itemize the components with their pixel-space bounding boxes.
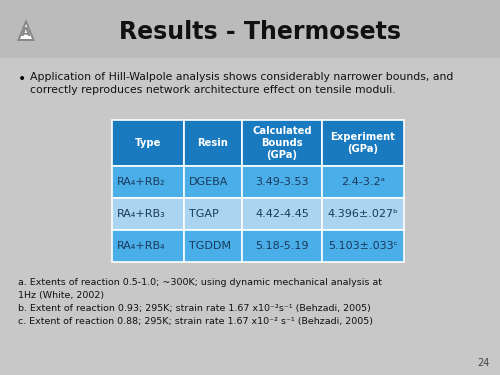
Text: RA₄+RB₄: RA₄+RB₄ <box>117 241 166 251</box>
Polygon shape <box>20 24 32 39</box>
Polygon shape <box>17 19 35 41</box>
Text: DGEBA: DGEBA <box>189 177 228 187</box>
Text: •: • <box>18 72 26 86</box>
Bar <box>0 0 500 58</box>
Text: Results - Thermosets: Results - Thermosets <box>119 20 401 44</box>
Text: TGDDM: TGDDM <box>189 241 231 251</box>
Bar <box>322 230 404 262</box>
Text: 4.396±.027ᵇ: 4.396±.027ᵇ <box>328 209 398 219</box>
Text: 4.42-4.45: 4.42-4.45 <box>255 209 309 219</box>
Text: 1Hz (White, 2002): 1Hz (White, 2002) <box>18 291 104 300</box>
Text: b. Extent of reaction 0.93; 295K; strain rate 1.67 x10⁻²s⁻¹ (Behzadi, 2005): b. Extent of reaction 0.93; 295K; strain… <box>18 304 371 313</box>
Bar <box>112 230 184 262</box>
Bar <box>112 166 184 198</box>
Bar <box>184 230 242 262</box>
Text: correctly reproduces network architecture effect on tensile moduli.: correctly reproduces network architectur… <box>30 85 396 95</box>
Bar <box>242 166 322 198</box>
Bar <box>322 166 404 198</box>
Text: a. Extents of reaction 0.5-1.0; ~300K; using dynamic mechanical analysis at: a. Extents of reaction 0.5-1.0; ~300K; u… <box>18 278 382 287</box>
Text: TGAP: TGAP <box>189 209 219 219</box>
Text: 5.103±.033ᶜ: 5.103±.033ᶜ <box>328 241 398 251</box>
Bar <box>322 120 404 166</box>
Bar <box>242 230 322 262</box>
Text: Experiment
(GPa): Experiment (GPa) <box>330 132 396 154</box>
Text: 24: 24 <box>478 358 490 368</box>
Bar <box>242 198 322 230</box>
Text: RA₄+RB₃: RA₄+RB₃ <box>117 209 166 219</box>
Bar <box>112 198 184 230</box>
Text: 5.18-5.19: 5.18-5.19 <box>256 241 309 251</box>
Bar <box>242 120 322 166</box>
Text: A: A <box>21 27 31 39</box>
Bar <box>322 198 404 230</box>
Text: c. Extent of reaction 0.88; 295K; strain rate 1.67 x10⁻² s⁻¹ (Behzadi, 2005): c. Extent of reaction 0.88; 295K; strain… <box>18 317 373 326</box>
Text: RA₄+RB₂: RA₄+RB₂ <box>117 177 166 187</box>
Text: Application of Hill-Walpole analysis shows considerably narrower bounds, and: Application of Hill-Walpole analysis sho… <box>30 72 454 82</box>
Text: 3.49-3.53: 3.49-3.53 <box>256 177 309 187</box>
Text: Type: Type <box>135 138 161 148</box>
Bar <box>184 198 242 230</box>
Text: Resin: Resin <box>198 138 228 148</box>
Bar <box>112 120 184 166</box>
Text: 2.4-3.2ᵃ: 2.4-3.2ᵃ <box>341 177 385 187</box>
Bar <box>184 166 242 198</box>
Bar <box>184 120 242 166</box>
Text: Calculated
Bounds
(GPa): Calculated Bounds (GPa) <box>252 126 312 160</box>
